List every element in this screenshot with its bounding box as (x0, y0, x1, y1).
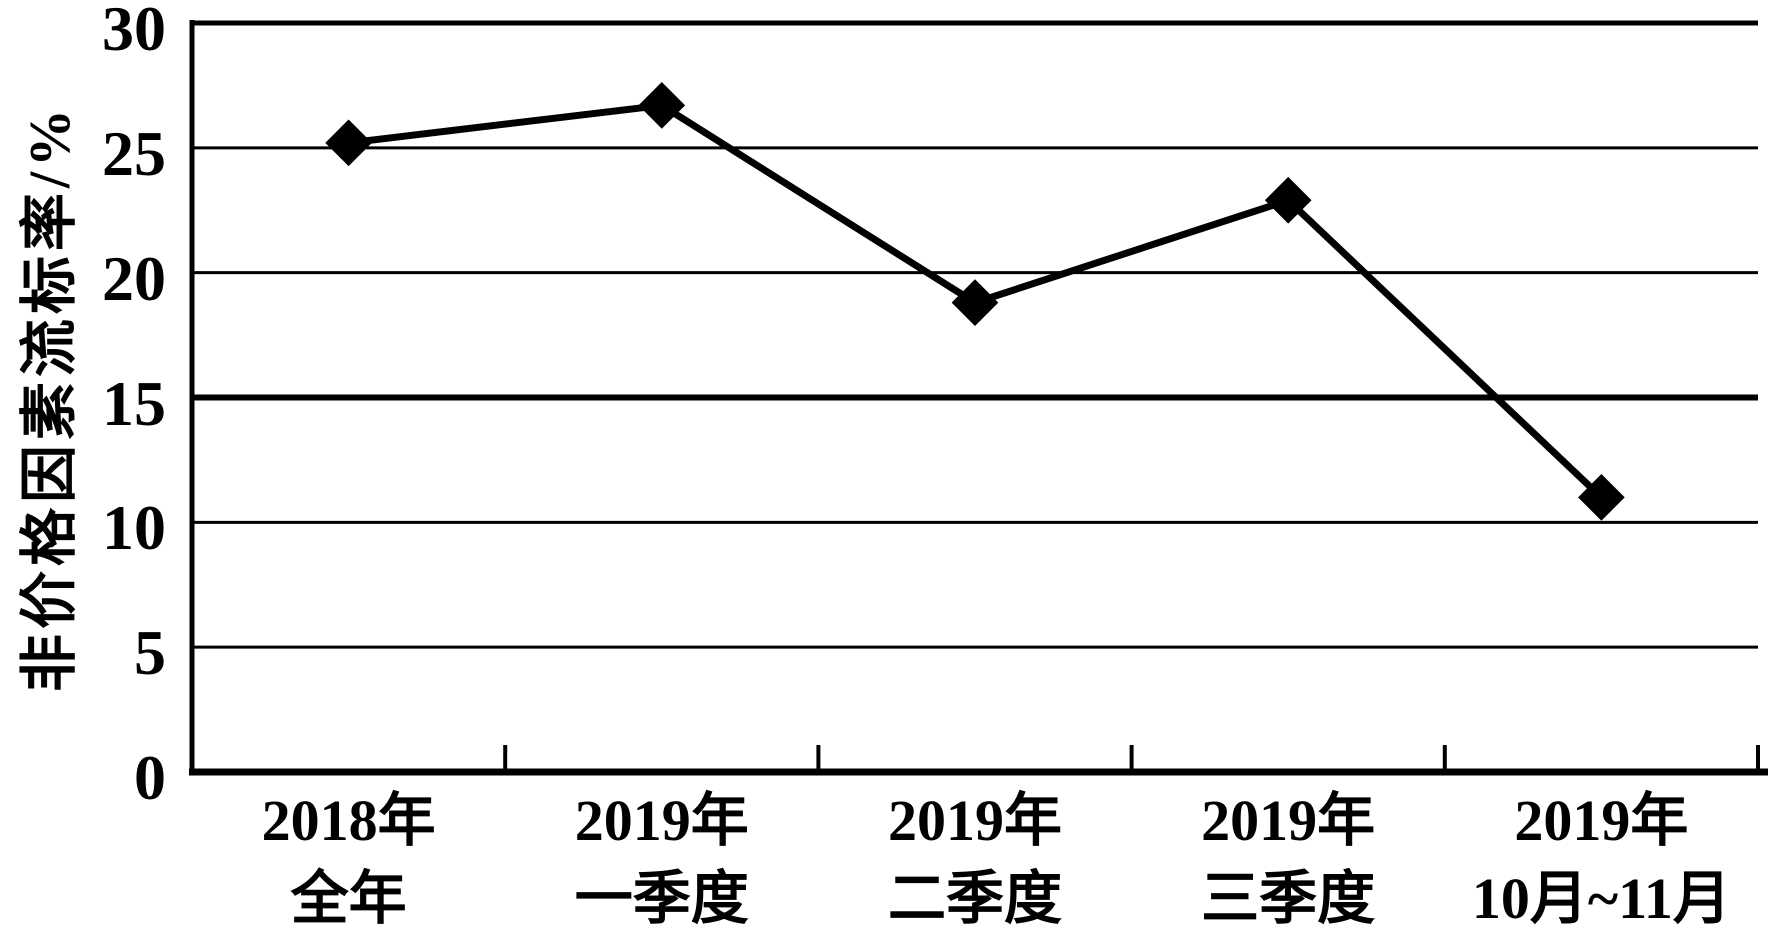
y-tick-label: 25 (102, 117, 166, 189)
x-category-label-line: 三季度 (1201, 866, 1376, 931)
x-category-label-line: 2019年 (1514, 788, 1689, 853)
x-category-label: 2018年全年 (262, 782, 436, 938)
y-tick-label: 30 (102, 0, 166, 64)
data-point-marker (325, 119, 372, 167)
x-category-label: 2019年 10月~11月 (1472, 782, 1731, 938)
x-category-label-line: 二季度 (887, 866, 1063, 931)
y-tick-label: 15 (102, 367, 166, 439)
x-category-label-line: 2019年 (574, 788, 749, 853)
x-category-label-line: 一季度 (574, 866, 749, 931)
x-category-label: 2019年三季度 (1201, 782, 1375, 938)
y-tick-label: 5 (134, 617, 166, 689)
x-category-label-line: 2019年 (1201, 788, 1376, 853)
y-tick-label: 10 (102, 492, 166, 564)
data-point-marker (1578, 474, 1625, 521)
x-category-label-line: 10月~11月 (1471, 866, 1731, 931)
y-tick-label: 0 (134, 742, 166, 813)
x-category-label-line: 全年 (290, 866, 407, 931)
data-point-marker (951, 279, 999, 326)
x-category-label-line: 2019年 (887, 788, 1063, 853)
x-category-label: 2019年一季度 (575, 782, 749, 938)
data-point-marker (1264, 176, 1312, 224)
data-point-marker (638, 82, 686, 129)
y-tick-label: 20 (102, 242, 166, 314)
x-category-label-line: 2018年 (261, 788, 436, 853)
x-category-label: 2019年二季度 (888, 782, 1062, 938)
